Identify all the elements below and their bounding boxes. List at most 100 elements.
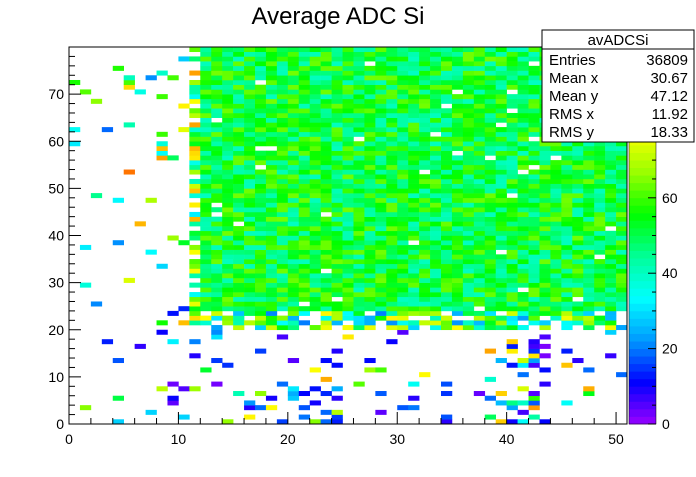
heatmap-bin bbox=[408, 395, 420, 401]
heatmap-bin bbox=[419, 244, 431, 250]
heatmap-bin bbox=[298, 310, 310, 316]
heatmap-bin bbox=[244, 405, 256, 411]
heatmap-bin bbox=[605, 207, 617, 213]
heatmap-bin bbox=[364, 112, 376, 118]
heatmap-bin bbox=[462, 226, 475, 232]
heatmap-bin bbox=[441, 391, 453, 397]
heatmap-bin bbox=[189, 155, 201, 161]
heatmap-bin bbox=[430, 61, 442, 67]
heatmap-bin bbox=[287, 249, 300, 255]
heatmap-bin bbox=[353, 56, 365, 62]
heatmap-bin bbox=[605, 249, 617, 255]
heatmap-bin bbox=[430, 150, 442, 156]
heatmap-bin bbox=[222, 150, 234, 156]
heatmap-bin bbox=[484, 169, 496, 175]
heatmap-bin bbox=[200, 141, 212, 147]
color-scale-segment bbox=[629, 220, 656, 229]
heatmap-bin bbox=[408, 79, 420, 85]
heatmap-bin bbox=[309, 263, 321, 269]
heatmap-bin bbox=[484, 414, 496, 420]
heatmap-bin bbox=[331, 160, 343, 166]
heatmap-bin bbox=[430, 117, 442, 123]
heatmap-bin bbox=[583, 296, 595, 302]
heatmap-bin bbox=[222, 65, 234, 71]
heatmap-bin bbox=[473, 235, 486, 241]
heatmap-bin bbox=[244, 306, 256, 312]
heatmap-bin bbox=[233, 306, 245, 312]
heatmap-bin bbox=[189, 141, 201, 147]
heatmap-bin bbox=[211, 178, 223, 184]
heatmap-bin bbox=[222, 207, 234, 213]
heatmap-bin bbox=[222, 145, 234, 151]
heatmap-bin bbox=[473, 230, 486, 236]
heatmap-bin bbox=[331, 193, 343, 199]
heatmap-bin bbox=[539, 244, 551, 250]
heatmap-bin bbox=[189, 216, 201, 222]
heatmap-bin bbox=[353, 51, 365, 57]
stats-value: 18.33 bbox=[650, 124, 688, 141]
heatmap-bin bbox=[233, 127, 245, 133]
heatmap-bin bbox=[255, 108, 267, 114]
heatmap-bin bbox=[528, 56, 540, 62]
heatmap-bin bbox=[451, 178, 464, 184]
heatmap-bin bbox=[375, 65, 387, 71]
heatmap-bin bbox=[528, 221, 540, 227]
heatmap-bin bbox=[550, 244, 562, 250]
heatmap-bin bbox=[244, 70, 256, 76]
heatmap-bin bbox=[539, 419, 551, 425]
heatmap-bin bbox=[265, 89, 278, 95]
heatmap-bin bbox=[287, 230, 300, 236]
heatmap-bin bbox=[605, 141, 617, 147]
heatmap-bin bbox=[244, 98, 256, 104]
heatmap-bin bbox=[517, 150, 529, 156]
heatmap-bin bbox=[189, 183, 201, 189]
heatmap-bin bbox=[309, 221, 321, 227]
heatmap-bin bbox=[178, 127, 190, 133]
heatmap-bin bbox=[364, 122, 376, 128]
heatmap-bin bbox=[287, 145, 300, 151]
heatmap-bin bbox=[375, 249, 387, 255]
heatmap-bin bbox=[517, 249, 529, 255]
heatmap-bin bbox=[298, 296, 310, 302]
heatmap-bin bbox=[430, 226, 442, 232]
heatmap-bin bbox=[342, 334, 354, 340]
heatmap-bin bbox=[211, 103, 223, 109]
heatmap-bin bbox=[386, 112, 398, 118]
heatmap-bin bbox=[287, 277, 300, 283]
heatmap-bin bbox=[211, 75, 223, 81]
heatmap-bin bbox=[233, 155, 245, 161]
heatmap-bin bbox=[375, 112, 387, 118]
heatmap-bin bbox=[255, 70, 267, 76]
heatmap-bin bbox=[484, 301, 496, 307]
heatmap-bin bbox=[517, 358, 529, 364]
heatmap-bin bbox=[353, 259, 365, 265]
heatmap-bin bbox=[484, 188, 496, 194]
heatmap-bin bbox=[473, 207, 486, 213]
heatmap-bin bbox=[331, 70, 343, 76]
heatmap-bin bbox=[320, 325, 332, 331]
heatmap-bin bbox=[397, 164, 409, 170]
heatmap-bin bbox=[550, 315, 562, 321]
heatmap-bin bbox=[594, 268, 606, 274]
heatmap-bin bbox=[364, 193, 376, 199]
heatmap-bin bbox=[331, 419, 343, 425]
heatmap-bin bbox=[342, 273, 354, 279]
heatmap-bin bbox=[276, 287, 289, 293]
heatmap-bin bbox=[594, 141, 606, 147]
heatmap-bin bbox=[287, 103, 300, 109]
heatmap-bin bbox=[342, 98, 354, 104]
heatmap-bin bbox=[265, 226, 278, 232]
heatmap-bin bbox=[375, 296, 387, 302]
heatmap-bin bbox=[353, 273, 365, 279]
heatmap-bin bbox=[484, 61, 496, 67]
heatmap-bin bbox=[517, 221, 529, 227]
heatmap-bin bbox=[386, 211, 398, 217]
heatmap-bin bbox=[375, 244, 387, 250]
heatmap-bin bbox=[200, 320, 212, 326]
heatmap-bin bbox=[233, 254, 245, 260]
color-scale-segment bbox=[629, 325, 656, 334]
heatmap-bin bbox=[222, 188, 234, 194]
heatmap-bin bbox=[408, 249, 420, 255]
heatmap-bin bbox=[583, 315, 595, 321]
